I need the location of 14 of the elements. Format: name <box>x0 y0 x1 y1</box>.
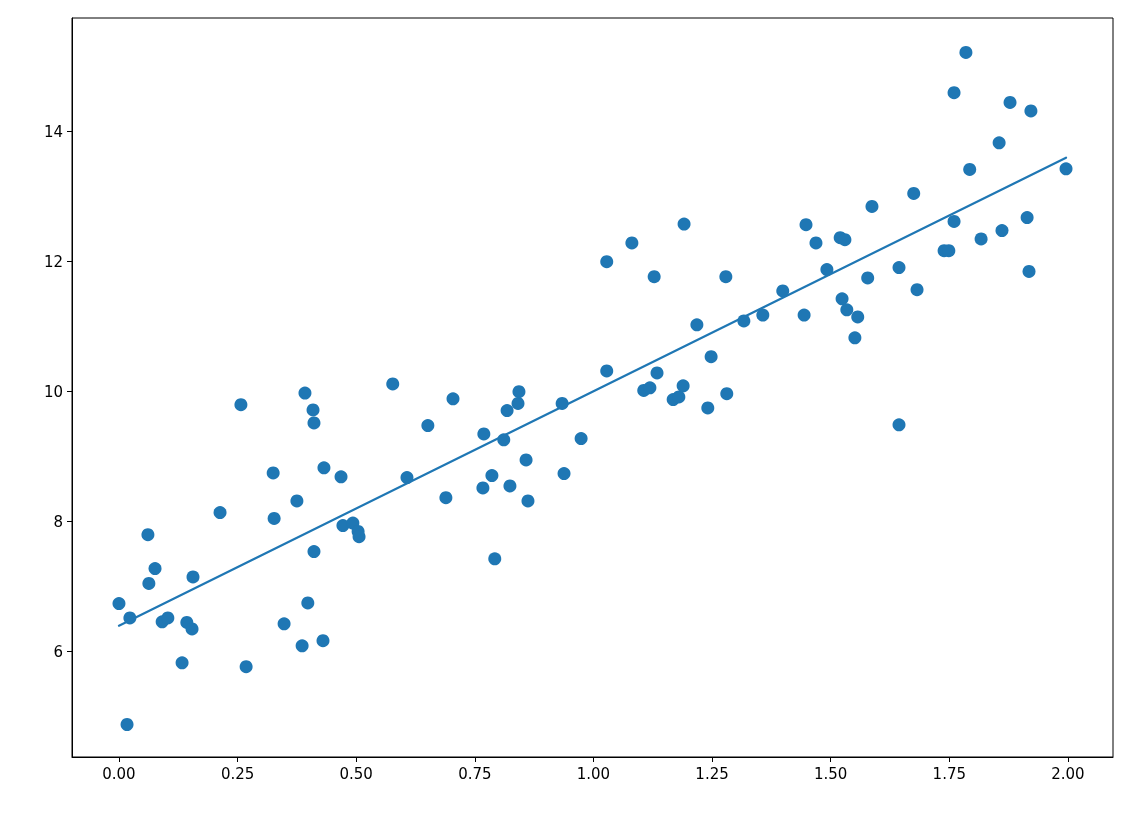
x-tick-label: 0.25 <box>220 764 255 783</box>
x-tick-label: 1.25 <box>695 764 729 783</box>
y-tick-label: 8 <box>53 512 63 531</box>
x-tick-label: 0.75 <box>458 764 492 783</box>
x-tick-label: 1.50 <box>813 764 848 783</box>
x-tick-label: 1.00 <box>576 764 611 783</box>
y-tick-label: 6 <box>53 642 63 661</box>
y-tick-label: 12 <box>43 252 63 271</box>
y-tick-label: 10 <box>43 382 63 401</box>
x-tick-label: 2.00 <box>1051 764 1085 783</box>
x-tick-label: 0.50 <box>339 764 373 783</box>
x-tick-label: 0.00 <box>102 764 136 783</box>
y-tick-label: 14 <box>43 122 63 141</box>
x-tick-label: 1.75 <box>932 764 967 783</box>
